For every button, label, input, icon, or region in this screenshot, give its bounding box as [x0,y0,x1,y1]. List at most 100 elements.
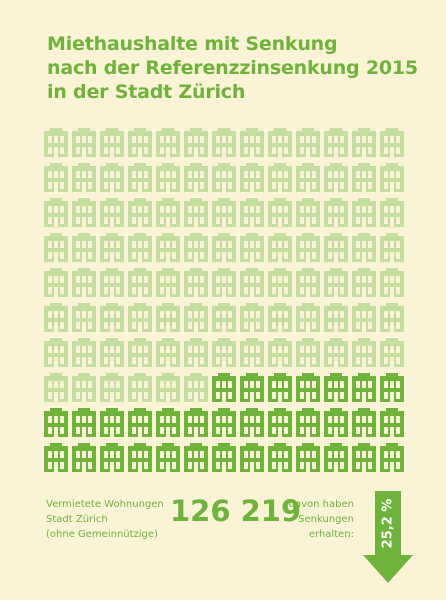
house-icon [296,338,320,367]
house-icon [380,338,404,367]
house-icon [184,338,208,367]
title-line-1: Miethaushalte mit Senkung [47,33,338,55]
house-icon [100,198,124,227]
house-icon-highlighted [128,443,152,472]
house-icon [72,128,96,157]
house-icon [184,373,208,402]
reduction-label-line-1: davon haben [288,499,354,510]
house-icon [100,128,124,157]
house-icon-highlighted [44,443,68,472]
rented-apartments-label: Vermietete Wohnungen Stadt Zürich (ohne … [46,497,164,542]
house-icon [128,233,152,262]
house-icon [184,163,208,192]
house-icon-highlighted [100,408,124,437]
house-icon [352,198,376,227]
house-icon [240,128,264,157]
house-icon [212,268,236,297]
house-icon [240,303,264,332]
house-icon [128,268,152,297]
house-icon [184,268,208,297]
house-icon [296,163,320,192]
house-icon [352,163,376,192]
house-icon [156,233,180,262]
house-icon [156,303,180,332]
house-icon [184,198,208,227]
reduction-label-line-3: erhalten: [308,529,354,540]
rented-label-line-2: Stadt Zürich [46,514,108,525]
house-icon [72,163,96,192]
house-icon [128,198,152,227]
house-icon-highlighted [212,373,236,402]
house-icon-highlighted [240,408,264,437]
house-icon [268,163,292,192]
house-icon-highlighted [324,408,348,437]
house-icon [268,128,292,157]
title-line-3: in der Stadt Zürich [47,81,246,103]
house-icon-highlighted [296,373,320,402]
house-icon-highlighted [324,373,348,402]
house-icon [156,128,180,157]
house-icon [100,338,124,367]
house-icon [324,338,348,367]
house-icon [72,268,96,297]
house-icon [184,128,208,157]
house-icon [268,268,292,297]
house-icon [240,163,264,192]
house-icon-highlighted [268,443,292,472]
rented-label-line-3: (ohne Gemeinnützige) [46,529,158,540]
house-icon [212,128,236,157]
house-icon [212,303,236,332]
house-icon [380,268,404,297]
rented-label-line-1: Vermietete Wohnungen [46,499,164,510]
house-icon [352,128,376,157]
title-line-2: nach der Referenzzinsenkung 2015 [47,57,418,79]
house-icon [44,268,68,297]
house-icon [44,198,68,227]
house-icon [44,233,68,262]
house-icon [240,268,264,297]
house-icon [380,163,404,192]
house-icon [100,268,124,297]
house-icon [352,268,376,297]
house-icon [212,163,236,192]
house-icon [380,233,404,262]
house-icon-highlighted [268,373,292,402]
reduction-label-line-2: Senkungen [298,514,354,525]
house-icon [268,198,292,227]
house-icon [100,233,124,262]
total-apartments-value: 126 219 [170,494,302,528]
house-icon [212,338,236,367]
house-icon [240,198,264,227]
house-icon-highlighted [156,443,180,472]
house-icon [44,163,68,192]
house-icon-highlighted [240,373,264,402]
house-icon-highlighted [380,373,404,402]
house-icon [324,128,348,157]
house-icon [156,373,180,402]
house-icon-highlighted [352,408,376,437]
house-icon-highlighted [156,408,180,437]
house-icon [44,128,68,157]
house-icon [72,303,96,332]
house-icon [72,198,96,227]
house-icon-highlighted [268,408,292,437]
house-icon [324,233,348,262]
house-icon-highlighted [72,443,96,472]
house-icon-highlighted [100,443,124,472]
house-icon [240,233,264,262]
house-icon [324,198,348,227]
house-icon [100,303,124,332]
percentage-value: 25,2 % [380,498,396,548]
house-icon [156,163,180,192]
house-icon [184,233,208,262]
house-icon [352,233,376,262]
house-icon [296,233,320,262]
house-icon [324,303,348,332]
house-icon [296,268,320,297]
house-icon [296,128,320,157]
house-icon [352,303,376,332]
house-icon-highlighted [212,443,236,472]
house-icon [100,373,124,402]
house-icon [380,128,404,157]
house-icon [156,198,180,227]
